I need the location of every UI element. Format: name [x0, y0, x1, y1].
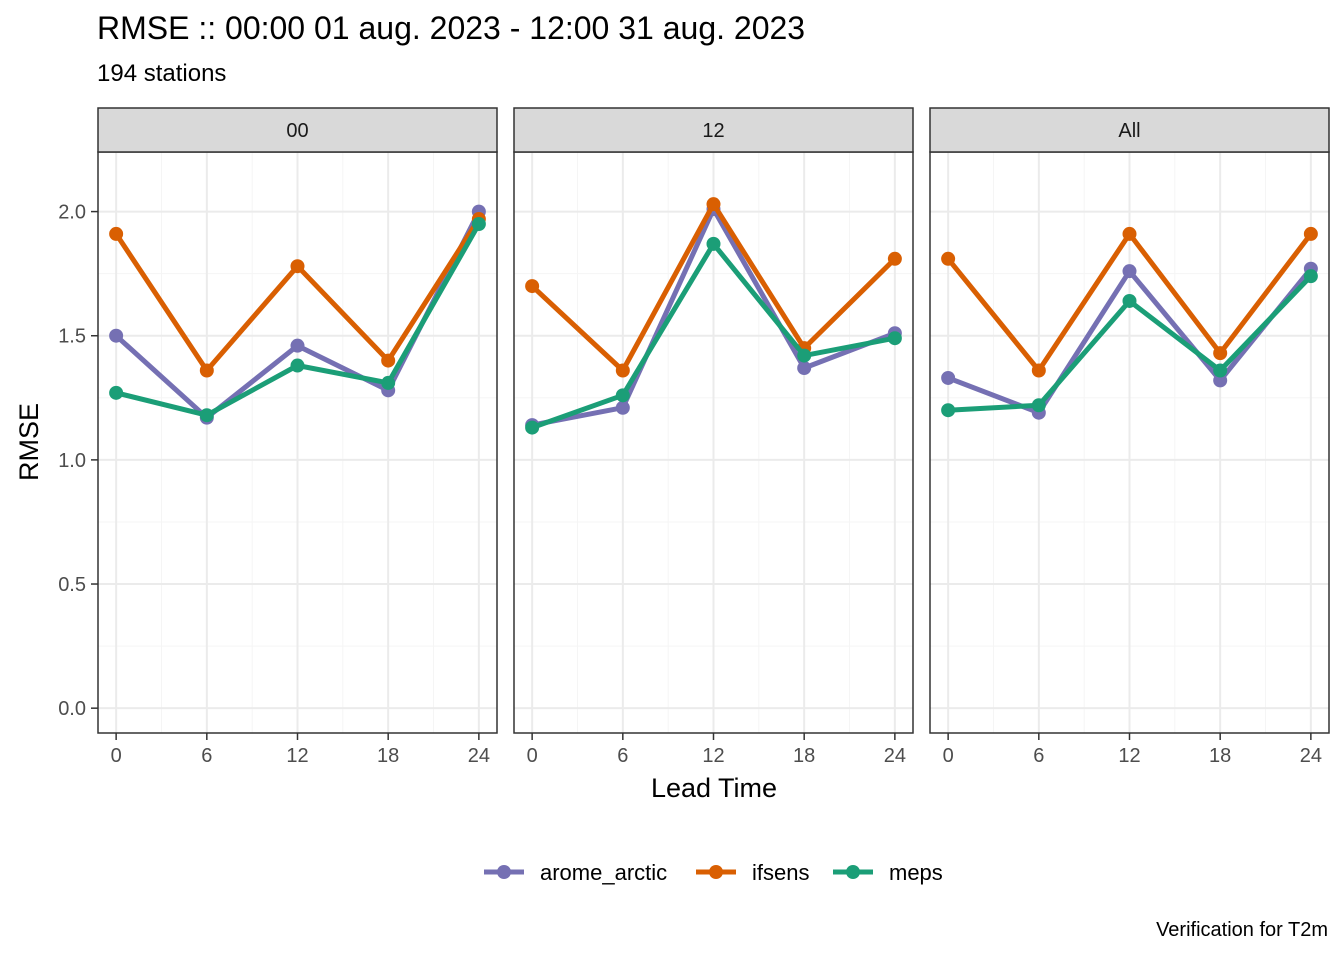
data-point-meps	[381, 375, 396, 390]
legend-label-arome_arctic: arome_arctic	[540, 860, 667, 885]
facet-strip	[929, 107, 1330, 153]
legend-label-meps: meps	[889, 860, 943, 885]
data-point-ifsens	[1122, 226, 1137, 241]
data-point-arome_arctic	[615, 400, 630, 415]
x-tick-label: 6	[201, 745, 212, 767]
x-tick-label: 0	[943, 745, 954, 767]
data-point-meps	[1031, 398, 1046, 413]
chart-subtitle: 194 stations	[97, 60, 227, 87]
data-point-ifsens	[706, 197, 721, 212]
x-tick-label: 12	[1118, 745, 1140, 767]
chart-caption: Verification for T2m	[1156, 919, 1328, 941]
facet-panel-12: 12 0 6 12 18 24	[513, 107, 914, 767]
data-point-meps	[1213, 363, 1228, 378]
data-point-meps	[615, 388, 630, 403]
facet-strip-label: 12	[702, 120, 724, 142]
y-axis-title: RMSE	[14, 403, 44, 481]
data-point-ifsens	[109, 226, 124, 241]
facet-panel-00: 000 6 12 18 240.00.51.01.52.0	[58, 107, 498, 767]
data-point-arome_arctic	[290, 338, 305, 353]
chart-title: RMSE :: 00:00 01 aug. 2023 - 12:00 31 au…	[97, 10, 806, 46]
x-tick-label: 0	[527, 745, 538, 767]
facet-strip-label: All	[1118, 120, 1140, 142]
data-point-ifsens	[381, 353, 396, 368]
x-tick-label: 24	[468, 745, 490, 767]
y-tick-label: 1.0	[58, 450, 86, 472]
data-point-ifsens	[1031, 363, 1046, 378]
data-point-ifsens	[1213, 346, 1228, 361]
x-axis-title: Lead Time	[651, 773, 777, 803]
x-tick-label: 18	[377, 745, 399, 767]
facet-strip	[97, 107, 498, 153]
legend-label-ifsens: ifsens	[752, 860, 809, 885]
facet-strip	[513, 107, 914, 153]
data-point-meps	[471, 217, 486, 232]
x-tick-label: 12	[286, 745, 308, 767]
x-tick-label: 6	[617, 745, 628, 767]
x-tick-label: 24	[1300, 745, 1322, 767]
data-point-meps	[706, 236, 721, 251]
data-point-meps	[887, 331, 902, 346]
data-point-ifsens	[525, 279, 540, 294]
data-point-meps	[525, 420, 540, 435]
data-point-meps	[1303, 269, 1318, 284]
facet-strip-label: 00	[286, 120, 308, 142]
x-tick-label: 18	[1209, 745, 1231, 767]
data-point-meps	[199, 408, 214, 423]
y-tick-label: 1.5	[58, 326, 86, 348]
data-point-arome_arctic	[109, 328, 124, 343]
y-tick-label: 0.0	[58, 698, 86, 720]
x-tick-label: 12	[702, 745, 724, 767]
legend-key-point-meps	[846, 865, 860, 879]
x-tick-label: 24	[884, 745, 906, 767]
y-tick-label: 2.0	[58, 202, 86, 224]
data-point-meps	[797, 348, 812, 363]
data-point-arome_arctic	[1213, 373, 1228, 388]
data-point-meps	[109, 385, 124, 400]
data-point-arome_arctic	[797, 361, 812, 376]
data-point-ifsens	[1303, 226, 1318, 241]
data-point-arome_arctic	[1122, 264, 1137, 279]
x-tick-label: 0	[111, 745, 122, 767]
y-tick-label: 0.5	[58, 574, 86, 596]
legend: arome_arctic ifsens meps	[484, 860, 943, 885]
data-point-ifsens	[199, 363, 214, 378]
data-point-meps	[1122, 293, 1137, 308]
data-point-arome_arctic	[941, 370, 956, 385]
legend-key-point-arome_arctic	[497, 865, 511, 879]
x-tick-label: 6	[1033, 745, 1044, 767]
legend-key-point-ifsens	[709, 865, 723, 879]
x-tick-label: 18	[793, 745, 815, 767]
facet-panel-All: All 0 6 12 18 24	[929, 107, 1330, 767]
data-point-ifsens	[887, 251, 902, 266]
data-point-ifsens	[615, 363, 630, 378]
data-point-meps	[941, 403, 956, 418]
data-point-meps	[290, 358, 305, 373]
data-point-ifsens	[941, 251, 956, 266]
data-point-ifsens	[290, 259, 305, 274]
